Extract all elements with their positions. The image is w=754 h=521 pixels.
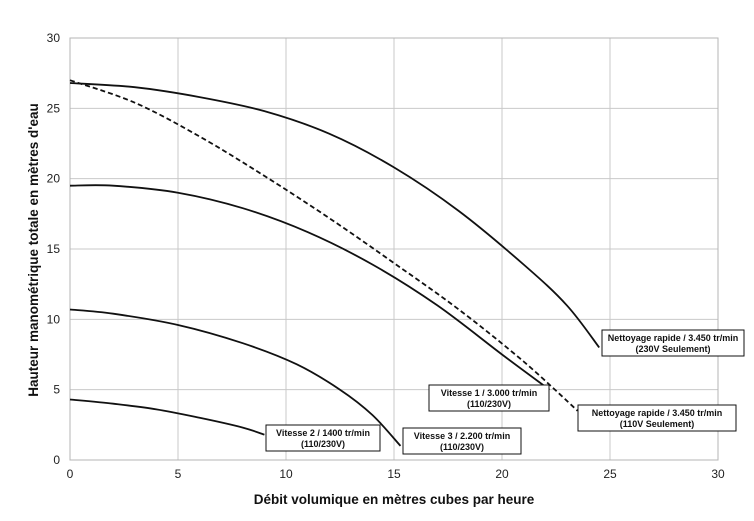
series-label-1: Nettoyage rapide / 3.450 tr/min(230V Seu… (601, 329, 745, 357)
series-label-text: (110/230V) (440, 442, 484, 452)
x-tick-label: 30 (711, 467, 725, 481)
series-label-box (402, 427, 522, 455)
series-line-1 (69, 82, 600, 349)
series-label-box (601, 329, 745, 357)
grid-lines (70, 38, 718, 460)
y-axis-title: Hauteur manométrique totale en mètres d'… (26, 103, 41, 397)
series-label-text: (110V Seulement) (620, 419, 695, 429)
x-tick-label: 10 (279, 467, 293, 481)
plot-frame (69, 37, 719, 461)
curves (69, 79, 600, 447)
series-label-box (577, 404, 737, 432)
series-label-4: Vitesse 3 / 2.200 tr/min(110/230V) (402, 427, 522, 455)
series-line-2 (69, 79, 579, 412)
series-line-4 (69, 308, 402, 447)
x-tick-label: 25 (603, 467, 617, 481)
series-label-5: Vitesse 2 / 1400 tr/min(110/230V) (265, 424, 381, 452)
y-tick-label: 15 (47, 242, 61, 256)
series-label-text: Vitesse 2 / 1400 tr/min (276, 428, 370, 438)
y-tick-label: 0 (53, 453, 60, 467)
series-label-text: Nettoyage rapide / 3.450 tr/min (592, 408, 723, 418)
y-tick-label: 25 (47, 101, 61, 115)
x-tick-label: 0 (67, 467, 74, 481)
x-tick-label: 15 (387, 467, 401, 481)
y-tick-label: 20 (47, 172, 61, 186)
y-tick-label: 30 (47, 31, 61, 45)
series-label-text: (230V Seulement) (635, 344, 710, 354)
x-tick-label: 20 (495, 467, 509, 481)
curve-labels: Nettoyage rapide / 3.450 tr/min(230V Seu… (265, 329, 745, 455)
y-tick-label: 5 (53, 383, 60, 397)
series-label-2: Nettoyage rapide / 3.450 tr/min(110V Seu… (577, 404, 737, 432)
x-tick-label: 5 (175, 467, 182, 481)
series-line-5 (69, 398, 265, 436)
series-label-text: (110/230V) (467, 399, 511, 409)
series-line-3 (69, 184, 551, 391)
series-label-text: (110/230V) (301, 439, 345, 449)
y-tick-label: 10 (47, 312, 61, 326)
series-label-box (265, 424, 381, 452)
series-label-text: Vitesse 1 / 3.000 tr/min (441, 388, 537, 398)
series-label-box (428, 384, 550, 412)
series-label-text: Vitesse 3 / 2.200 tr/min (414, 431, 510, 441)
series-label-3: Vitesse 1 / 3.000 tr/min(110/230V) (428, 384, 550, 412)
x-axis-title: Débit volumique en mètres cubes par heur… (254, 492, 535, 507)
series-label-text: Nettoyage rapide / 3.450 tr/min (608, 333, 739, 343)
tick-labels: 0 5 10 15 20 25 30 0 5 10 15 20 25 30 (47, 31, 725, 481)
